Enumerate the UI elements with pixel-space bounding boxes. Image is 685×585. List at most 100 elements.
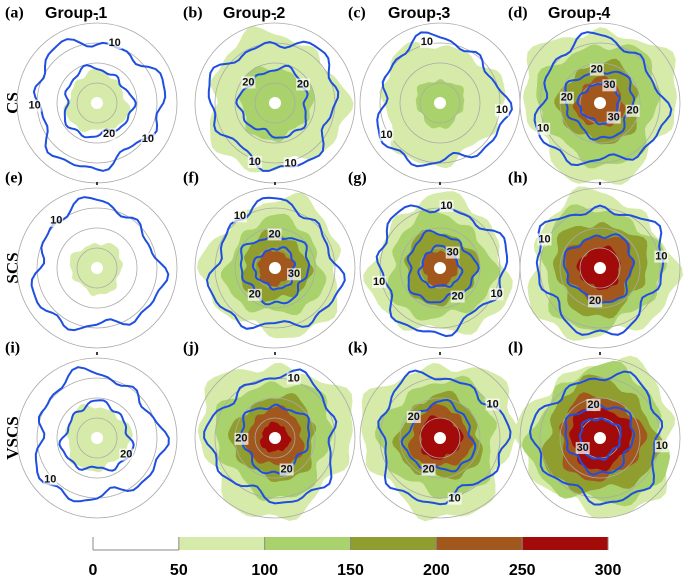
range-ring [254, 247, 296, 289]
contour-label-bg [379, 129, 394, 142]
range-ring [76, 82, 118, 124]
contour-label-bg [232, 210, 247, 223]
range-ring [539, 377, 661, 499]
contour-label: 10 [373, 276, 385, 288]
eye [434, 262, 446, 274]
panel-label: (c) [348, 5, 366, 22]
range-ring [399, 62, 481, 144]
colorbar-tick-label: 200 [423, 562, 450, 579]
contour-label: 10 [487, 398, 499, 410]
contour-label: 20 [587, 399, 599, 411]
contour-label-bg [419, 36, 434, 49]
contour-label-bg [537, 233, 552, 246]
contour-label-bg [283, 157, 298, 170]
contour-label: 30 [447, 246, 459, 258]
row-label: SCS [3, 252, 22, 283]
contour-label-bg [439, 199, 454, 212]
contour-label-bg [267, 228, 282, 241]
panel: (k) 20 20 10 10 [348, 340, 521, 522]
panel-label: (j) [183, 340, 199, 357]
eye [91, 97, 103, 109]
contour-label: 10 [234, 210, 246, 222]
contour-line [30, 196, 170, 332]
contour-label: 10 [490, 288, 502, 300]
contour-label: 10 [29, 100, 41, 112]
contour-label-bg [606, 111, 621, 124]
contour-label-bg [140, 133, 155, 146]
contour-label: 20 [408, 411, 420, 423]
contour-label: 30 [577, 442, 589, 454]
colorbar-tick-label: 150 [337, 562, 364, 579]
contour-label-bg [575, 442, 590, 455]
range-ring [56, 397, 138, 479]
range-ring [519, 357, 681, 519]
range-ring [519, 187, 681, 349]
panel: (g) 30 20 10 10 10 [348, 170, 521, 349]
range-ring [539, 42, 661, 164]
contour-label-bg [102, 128, 117, 141]
contour-label: 20 [249, 289, 261, 301]
contour-label: 20 [591, 63, 603, 75]
contour-label: 10 [537, 123, 549, 135]
contour-label: 20 [589, 295, 601, 307]
contour-label: 10 [538, 233, 550, 245]
contour-label: 20 [297, 78, 309, 90]
range-ring [254, 82, 296, 124]
range-ring [419, 417, 461, 459]
panel: (h) 10 20 10 [508, 170, 683, 349]
contour-line [251, 246, 297, 291]
colorbar-segment [522, 537, 608, 550]
range-ring [76, 247, 118, 289]
contour-label: 20 [120, 449, 132, 461]
range-ring [539, 207, 661, 329]
contour-label-bg [654, 250, 669, 263]
colorbar-segment [436, 537, 523, 550]
contour-label: 10 [656, 440, 668, 452]
contour-label-bg [450, 290, 465, 303]
contour-line [205, 196, 346, 330]
column-title: Group-1 [45, 5, 107, 22]
contour-label: 10 [109, 37, 121, 49]
colorbar-tick-label: 250 [509, 562, 536, 579]
contour-label: 20 [452, 290, 464, 302]
colorbar-segment [178, 537, 265, 550]
panel-label: (i) [5, 340, 20, 357]
eye [91, 262, 103, 274]
contour-line [34, 366, 170, 503]
range-ring [579, 247, 621, 289]
range-ring [234, 62, 316, 144]
contour-label: 10 [285, 157, 297, 169]
contour-label: 10 [449, 493, 461, 505]
contour-label: 10 [44, 473, 56, 485]
contour-label-bg [602, 79, 617, 92]
contour-line [562, 233, 636, 306]
contour-line [203, 368, 338, 505]
range-ring [379, 377, 501, 499]
contour-line [207, 40, 340, 172]
range-ring [56, 227, 138, 309]
contour-label-bg [43, 473, 58, 486]
panel: (a) 20 10 10 10 [5, 5, 178, 184]
range-ring [579, 82, 621, 124]
range-ring [16, 187, 178, 349]
panel-label: (g) [348, 170, 367, 187]
contour-label: 20 [103, 128, 115, 140]
range-ring [76, 417, 118, 459]
range-ring [36, 207, 158, 329]
contour-label: 10 [496, 104, 508, 116]
range-ring [194, 187, 356, 349]
contour-label-bg [447, 492, 462, 505]
panel-label: (h) [508, 170, 528, 187]
contour-label-bg [625, 104, 640, 117]
contour-label-bg [49, 214, 64, 227]
colorbar-segment [264, 537, 351, 550]
contour-label-bg [27, 99, 42, 112]
panel-label: (e) [5, 170, 23, 187]
eye [594, 97, 606, 109]
contour-label-bg [287, 268, 302, 281]
contour-label: 30 [603, 79, 615, 91]
row-label: VSCS [3, 416, 22, 459]
panel: (f) 20 30 20 10 [183, 170, 356, 349]
